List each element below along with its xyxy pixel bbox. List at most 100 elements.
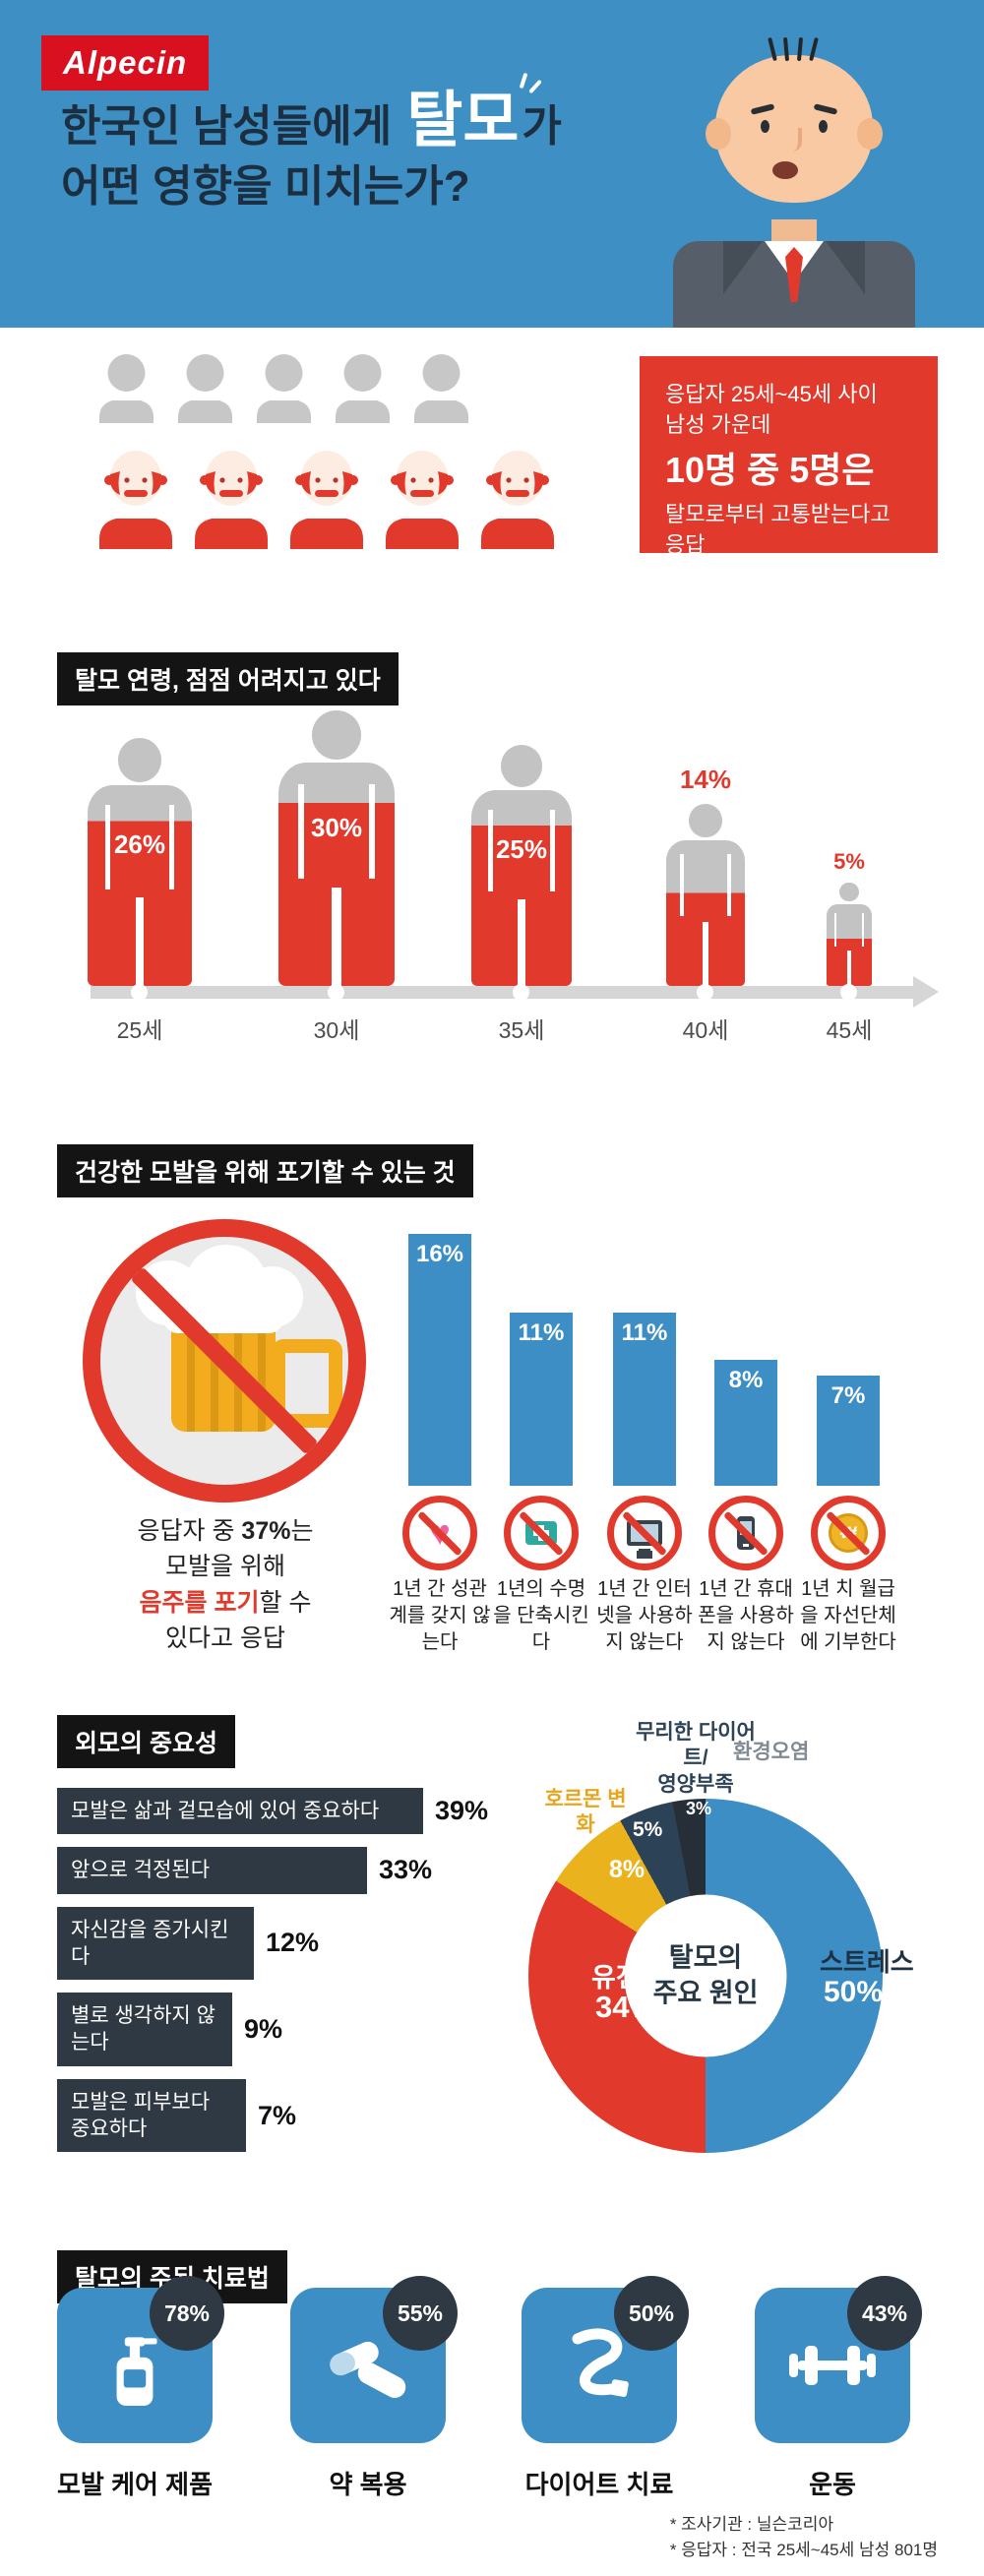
prohibition-ring-icon <box>708 1496 783 1570</box>
man-eyebrow <box>750 103 775 115</box>
respondent-bald-icon <box>386 451 459 549</box>
giveup-bar-group: 8% 1년 간 휴대폰을 사용하지 않는다 <box>695 1232 797 1656</box>
shampoo-bottle-icon <box>57 2288 213 2443</box>
giveup-bar-caption: 1년 간 휴대폰을 사용하지 않는다 <box>698 1578 794 1653</box>
timeline-dot <box>697 984 713 1001</box>
emphasis-tick-icon <box>528 79 543 94</box>
section-title-age: 탈모 연령, 점점 어려지고 있다 <box>57 652 399 705</box>
treatment-percentage-badge: 50% <box>614 2276 689 2351</box>
respondent-gray-icon <box>257 354 311 423</box>
cause-pie-chart: 탈모의 주요 원인 무리한 다이어트/ 영양부족 환경오염 호르몬 변화 5% … <box>528 1721 914 2153</box>
footnote-line1: * 조사기관 : 닐슨코리아 <box>669 2515 834 2534</box>
pie-value-environment: 3% <box>686 1799 712 1818</box>
age-tick-label: 35세 <box>498 1017 545 1043</box>
caption-text: 응답자 중 <box>137 1517 242 1545</box>
no-internet-icon <box>607 1496 682 1570</box>
treatment-label: 모발 케어 제품 <box>57 2470 213 2499</box>
figure-body <box>471 789 572 986</box>
caption-line4: 있다고 응답 <box>165 1624 285 1652</box>
prohibition-ring-icon <box>402 1496 477 1570</box>
respondent-row-bald <box>93 441 566 549</box>
age-figure-35: 25% <box>471 745 572 986</box>
no-sex-icon: ♥ <box>402 1496 477 1570</box>
title-line2: 어떤 영향을 미치는가? <box>61 162 470 212</box>
giveup-bar-caption: 1년 간 성관계를 갖지 않는다 <box>389 1578 491 1653</box>
hair-strand-icon <box>782 36 790 62</box>
pie-value-genetics: 34% <box>595 1990 657 2024</box>
donut-center-line2: 주요 원인 <box>652 1978 759 2007</box>
header: Alpecin 한국인 남성들에게 탈모 가 어떤 영향을 미치는가? <box>0 0 984 328</box>
respondent-gray-icon <box>99 354 154 423</box>
caption-37pct: 37% <box>241 1517 291 1545</box>
age-tick-label: 30세 <box>313 1017 360 1043</box>
respondents-section <box>93 351 566 549</box>
survey-line2: 남성 가운데 <box>665 411 771 437</box>
age-figure-30: 30% <box>278 710 395 986</box>
hair-strand-icon <box>796 36 804 62</box>
treatment-card-diet: 50% <box>522 2276 689 2443</box>
importance-bar-row: 자신감을 증가시킨다 12% <box>57 1906 520 1981</box>
man-eye <box>819 120 828 133</box>
importance-value: 33% <box>379 1855 433 1885</box>
giveup-bar-group: 7% ₩ 1년 치 월급을 자선단체에 기부한다 <box>797 1232 899 1656</box>
timeline-dot <box>513 984 529 1001</box>
respondent-gray-icon <box>414 354 468 423</box>
man-tie <box>785 247 803 302</box>
treatment-percentage-badge: 78% <box>150 2276 224 2351</box>
importance-bar-row: 앞으로 걱정된다 33% <box>57 1847 520 1894</box>
respondent-gray-icon <box>336 354 390 423</box>
giveup-bar: 11% <box>613 1313 676 1486</box>
figure-percentage: 25% <box>495 833 548 864</box>
prohibition-ring-icon <box>607 1496 682 1570</box>
man-ear <box>706 118 731 150</box>
giveup-bar-caption: 1년 치 월급을 자선단체에 기부한다 <box>800 1578 896 1653</box>
importance-value: 9% <box>244 2013 283 2044</box>
respondent-bald-icon <box>290 451 363 549</box>
pie-label-hormone: 호르몬 변화 <box>544 1788 627 1837</box>
respondent-row-gray <box>93 351 566 423</box>
measuring-tape-icon <box>522 2288 677 2443</box>
pie-value-diet: 5% <box>633 1818 663 1841</box>
importance-bar: 모발은 피부보다 중요하다 <box>57 2078 246 2153</box>
age-figure-45: 5% <box>827 849 872 986</box>
survey-highlight: 10명 중 5명은 <box>665 449 875 490</box>
footnote-line2: * 응답자 : 전국 25세~45세 남성 801명 <box>669 2541 938 2560</box>
caption-red-text: 음주를 포기 <box>139 1588 260 1617</box>
section-title-giveup: 건강한 모발을 위해 포기할 수 있는 것 <box>57 1144 473 1197</box>
figure-percentage: 14% <box>679 765 732 794</box>
importance-bar-chart: 모발은 삶과 겉모습에 있어 중요하다 39% 앞으로 걱정된다 33% 자신감… <box>57 1788 520 2165</box>
title-pre: 한국인 남성들에게 <box>61 102 404 151</box>
figure-percentage: 5% <box>833 849 865 874</box>
man-head <box>706 36 883 203</box>
treatment-label: 운동 <box>809 2470 856 2499</box>
bar-value-label: 16% <box>415 1241 464 1267</box>
man-nose <box>784 128 802 152</box>
no-alcohol-icon <box>83 1219 366 1503</box>
title-emph-text: 탈모 <box>406 87 520 154</box>
giveup-bar-group: 11% 1년의 수명을 단축시킨다 <box>490 1232 592 1656</box>
giveup-bar: 11% <box>510 1313 573 1486</box>
figure-head <box>312 710 361 760</box>
dumbbell-icon <box>755 2288 910 2443</box>
importance-bar: 앞으로 걱정된다 <box>57 1847 367 1894</box>
pie-label-environment: 환경오염 <box>733 1741 810 1763</box>
title-emphasis: 탈모 <box>403 72 543 154</box>
figure-percentage: 26% <box>113 829 166 860</box>
figure-head <box>689 804 722 837</box>
pills-icon <box>290 2288 446 2443</box>
bar-value-label: 7% <box>830 1382 866 1409</box>
timeline-dot <box>328 984 344 1001</box>
importance-bar: 모발은 삶과 겉모습에 있어 중요하다 <box>57 1788 423 1835</box>
age-tick-label: 40세 <box>682 1017 729 1043</box>
respondent-bald-icon <box>99 451 172 549</box>
suit-lapel <box>826 241 865 294</box>
respondent-gray-icon <box>178 354 232 423</box>
giveup-bar: 8% <box>714 1360 777 1486</box>
pie-label-text: 무리한 다이어트/ <box>636 1721 756 1770</box>
caption-text: 는 <box>290 1517 314 1545</box>
giveup-bar-group: 16% ♥ 1년 간 성관계를 갖지 않는다 <box>389 1232 491 1656</box>
footnote: * 조사기관 : 닐슨코리아 * 응답자 : 전국 25세~45세 남성 801… <box>670 2512 938 2564</box>
importance-bar-row: 모발은 피부보다 중요하다 7% <box>57 2078 520 2153</box>
emphasis-tick-icon <box>520 72 528 90</box>
treatment-label: 다이어트 치료 <box>524 2470 674 2499</box>
